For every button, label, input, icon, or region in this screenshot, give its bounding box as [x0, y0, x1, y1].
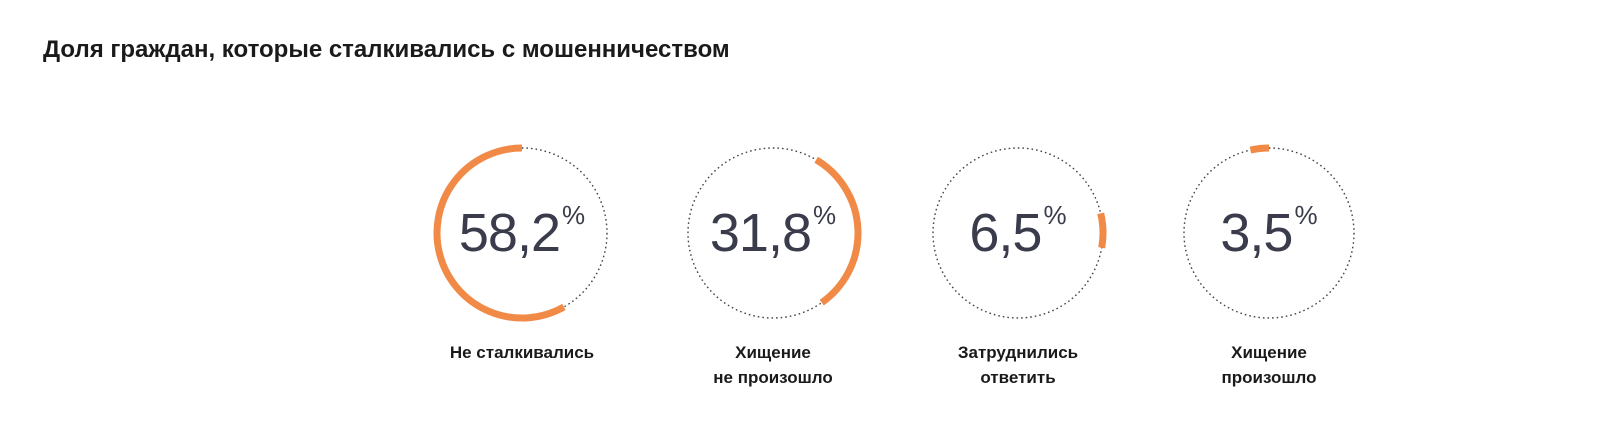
ring-arc-share	[433, 144, 566, 322]
donut-hard-to-answer: 6,5% Затруднились ответить	[929, 144, 1107, 390]
donut-label: Затруднились ответить	[957, 343, 1079, 387]
donut-label: Хищение не произошло	[713, 343, 833, 387]
donut-ring	[687, 147, 862, 319]
donut-no-theft: 31,8% Хищение не произошло	[684, 144, 862, 390]
ring-arc-share	[814, 156, 862, 306]
donut-ring	[1183, 144, 1355, 319]
donut-label: Не сталкивались	[449, 343, 595, 362]
donut-label: Хищение произошло	[1221, 343, 1317, 387]
ring-track	[436, 147, 608, 319]
donut-not-encountered: 58,2% Не сталкивались	[433, 144, 611, 365]
donut-ring	[932, 147, 1107, 319]
page-title: Доля граждан, которые сталкивались с мош…	[43, 36, 730, 63]
ring-track	[1183, 147, 1355, 319]
ring-arc-share	[1097, 212, 1107, 249]
donut-ring	[433, 144, 608, 322]
ring-arc-share	[1249, 144, 1270, 154]
donut-theft-occurred: 3,5% Хищение произошло	[1180, 144, 1358, 390]
ring-track	[932, 147, 1104, 319]
